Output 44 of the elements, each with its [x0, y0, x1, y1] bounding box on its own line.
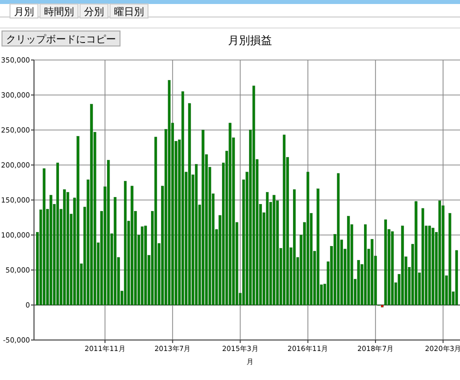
bar — [56, 162, 59, 306]
bar — [63, 189, 66, 306]
bar — [448, 213, 452, 306]
bar — [66, 192, 70, 306]
bar — [188, 103, 191, 306]
bar — [124, 180, 127, 306]
bar — [414, 201, 418, 306]
bar — [107, 160, 110, 306]
bar — [194, 164, 198, 306]
bar — [168, 80, 171, 306]
bar — [42, 168, 46, 306]
bar — [181, 91, 184, 306]
bar — [252, 86, 256, 306]
bar — [364, 224, 367, 306]
chart-title: 月別損益 — [228, 34, 272, 47]
bar — [391, 231, 394, 306]
bar — [228, 122, 232, 306]
bar — [154, 136, 158, 306]
bar — [432, 228, 434, 306]
bar — [50, 194, 52, 306]
bar — [306, 172, 310, 306]
bar — [130, 186, 134, 306]
bar — [455, 250, 458, 306]
bar — [357, 260, 360, 306]
bar — [438, 200, 442, 306]
bar — [272, 194, 276, 306]
bar — [90, 104, 93, 306]
bar — [370, 239, 374, 306]
bar — [202, 130, 204, 306]
bar — [140, 226, 144, 306]
bar — [293, 189, 296, 306]
bar — [384, 219, 387, 306]
bar — [76, 136, 80, 306]
bar — [266, 192, 269, 306]
bar — [114, 197, 116, 306]
bar — [421, 208, 424, 306]
bar — [144, 226, 147, 306]
bar — [428, 226, 431, 306]
bar — [336, 173, 340, 306]
ui: 月別 時間別 分別 曜日別 クリップボードにコピー — [2, 4, 148, 46]
bar — [347, 216, 350, 306]
bar — [401, 226, 404, 306]
bar — [282, 134, 286, 306]
bar — [316, 188, 320, 306]
